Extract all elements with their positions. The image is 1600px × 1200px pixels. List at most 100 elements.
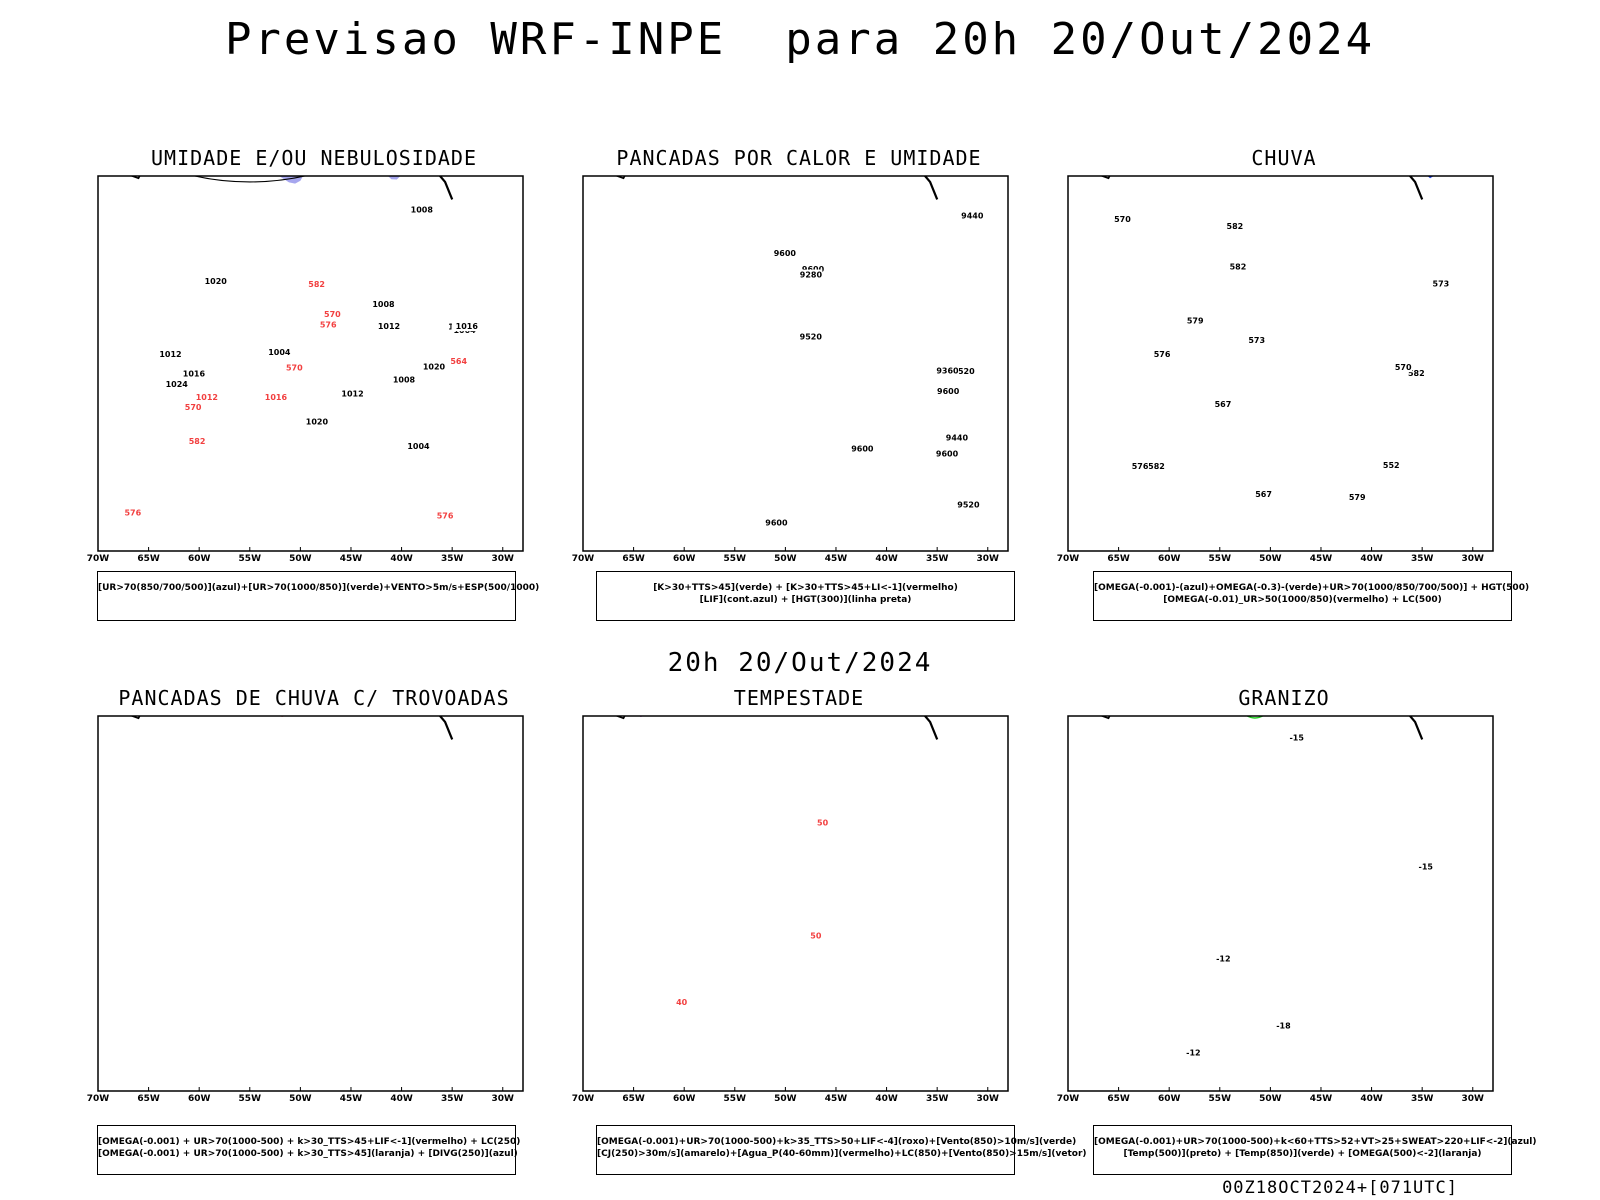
hgt-label: 567 xyxy=(1215,400,1232,409)
contour-label-bg xyxy=(283,362,304,373)
storm-purple-area xyxy=(638,708,642,711)
contour-label-bg xyxy=(1416,861,1436,872)
hgt-label: 582 xyxy=(1227,222,1244,231)
lon-tick-label: 65W xyxy=(1107,554,1130,564)
lon-tick-label: 55W xyxy=(1209,554,1232,564)
legend-line: [CJ(250)>30m/s](amarelo)+[Agua_P(40-60mm… xyxy=(597,1149,1087,1159)
thunder-red-area xyxy=(203,711,207,714)
pw-label: 50 xyxy=(817,818,829,827)
contour-label-bg xyxy=(180,368,206,379)
lon-tick-label: 30W xyxy=(977,554,1000,564)
plot-area: 1008 1004 1004 1012 1012 1016 1020 1008 1012 1016… xyxy=(98,168,523,551)
hgt-label: 9600 xyxy=(937,387,960,396)
contour-label-bg xyxy=(1212,399,1232,410)
hgt-label: 9600 xyxy=(774,249,797,258)
contour-label-bg xyxy=(763,517,788,528)
lon-tick-label: 50W xyxy=(1259,554,1282,564)
contour-label-bg xyxy=(1346,491,1367,502)
contour-label-bg xyxy=(322,308,342,319)
isobar-label: 1012 xyxy=(159,350,181,359)
plot-frame xyxy=(582,715,1009,1092)
lon-tick-label: 70W xyxy=(87,1094,110,1104)
lon-tick-label: 35W xyxy=(926,554,949,564)
hgt-label: 9360 xyxy=(936,366,959,375)
legend-line: [OMEGA(-0.01)_UR>50(1000/850)(vermelho) … xyxy=(1163,595,1442,605)
lon-tick-label: 30W xyxy=(492,1094,515,1104)
humidity-blue-area xyxy=(386,168,408,170)
pw-label: 40 xyxy=(676,998,688,1007)
storm-purple-area xyxy=(632,709,638,714)
hgt-label: 570 xyxy=(1395,363,1412,372)
axes: 12S15S18S21S24S27S30S33S36S39S42S70W65W6… xyxy=(572,715,1009,1104)
plot-bg xyxy=(583,176,1008,551)
contour-label-bg xyxy=(1146,460,1166,471)
thunder-red-area xyxy=(232,708,239,713)
contour-label-bg xyxy=(1253,488,1273,499)
panel-title: GRANIZO xyxy=(1238,686,1330,710)
panel-chuva: CHUVA 582 582 582 579 576 573 573 570 576 567 552 5… xyxy=(1044,146,1524,626)
pw-label: 50 xyxy=(810,932,822,941)
thunder-red-area xyxy=(204,711,210,715)
contour-label-bg xyxy=(434,510,454,521)
lon-tick-label: 30W xyxy=(1462,554,1485,564)
isobar-label: 1012 xyxy=(341,390,363,399)
contour-label-bg xyxy=(339,388,364,399)
storm-purple-area xyxy=(623,713,627,716)
isobar-label: 1016 xyxy=(456,322,479,331)
contour-label-bg xyxy=(182,402,202,413)
panel-pancadas-trovoadas: PANCADAS DE CHUVA C/ TROVOADAS 12S15S18S… xyxy=(74,686,554,1166)
hgt-label: 9520 xyxy=(800,332,823,341)
lon-tick-label: 65W xyxy=(137,554,160,564)
hgt-label: 9520 xyxy=(957,501,980,510)
lon-tick-label: 55W xyxy=(239,1094,262,1104)
contour-label-bg xyxy=(420,361,446,372)
contour-label-bg xyxy=(674,997,688,1008)
contour-label-bg xyxy=(935,386,960,397)
plot-bg xyxy=(1068,176,1493,551)
lon-tick-label: 35W xyxy=(441,1094,464,1104)
lon-tick-label: 55W xyxy=(239,554,262,564)
lon-tick-label: 60W xyxy=(673,554,696,564)
contour-label-bg xyxy=(375,320,401,331)
lon-tick-label: 65W xyxy=(622,1094,645,1104)
lon-tick-label: 60W xyxy=(673,1094,696,1104)
hgt-label: 9600 xyxy=(802,265,825,274)
panel-granizo: GRANIZO -12-15-12-15-1812S15S18S21S24S27… xyxy=(1044,686,1524,1166)
hgt-label: 576 xyxy=(1154,350,1171,359)
contour-label-bg xyxy=(163,378,189,389)
omega-blue-area xyxy=(1281,168,1290,169)
lon-tick-label: 50W xyxy=(1259,1094,1282,1104)
thickness-label: 570 xyxy=(185,403,202,412)
contour-label-bg xyxy=(266,346,291,357)
plot-area: 5825825825795765735735705765675525795825… xyxy=(1068,168,1493,551)
contour-label-bg xyxy=(933,448,959,459)
lon-tick-label: 60W xyxy=(1158,554,1181,564)
lon-tick-label: 35W xyxy=(441,554,464,564)
temp-label: -15 xyxy=(1419,863,1434,872)
contour-label-bg xyxy=(799,264,825,275)
legend-line: [OMEGA(-0.001) + UR>70(1000-500) + k>30_… xyxy=(98,1137,521,1147)
lon-tick-label: 45W xyxy=(1310,554,1333,564)
precip-water-contour xyxy=(699,709,739,716)
hgt-label: 552 xyxy=(1383,461,1400,470)
contour-label-bg xyxy=(950,365,976,376)
isobar-label: 1008 xyxy=(411,206,434,215)
legend-line: [LIF](cont.azul) + [HGT(300)](linha pret… xyxy=(699,595,912,605)
isobar-label: 1020 xyxy=(205,277,228,286)
lon-tick-label: 65W xyxy=(1107,1094,1130,1104)
lon-tick-label: 50W xyxy=(289,554,312,564)
isobar-label: 1008 xyxy=(393,376,416,385)
humidity-blue-area xyxy=(387,176,401,180)
lon-tick-label: 70W xyxy=(1057,1094,1080,1104)
plot-bg xyxy=(583,716,1008,1091)
contour-label-bg xyxy=(303,416,329,427)
thickness-label: 582 xyxy=(308,280,325,289)
legend-box: [OMEGA(-0.001)+UR>70(1000-500)+k>35_TTS>… xyxy=(596,1125,1087,1175)
contour-label-bg xyxy=(797,331,823,342)
contour-label-bg xyxy=(1380,459,1401,470)
lon-tick-label: 50W xyxy=(289,1094,312,1104)
contour-label-bg xyxy=(815,817,829,828)
lon-tick-label: 45W xyxy=(825,1094,848,1104)
contour-label-bg xyxy=(405,440,430,451)
panel-tempestade: TEMPESTADE 50504012S15S18S21S24S27S30S33… xyxy=(559,686,1039,1166)
